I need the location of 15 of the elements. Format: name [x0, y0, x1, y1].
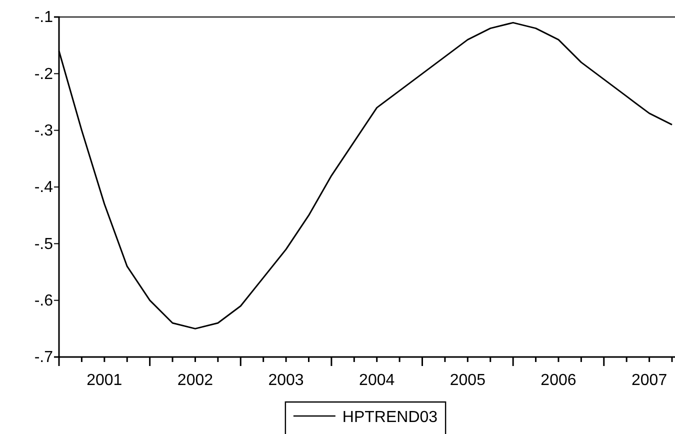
x-tick-label: 2007	[632, 372, 668, 389]
x-tick-label: 2006	[540, 372, 576, 389]
y-tick-label: -.1	[34, 9, 54, 26]
x-tick-label: 2002	[177, 372, 214, 389]
y-tick-label: -.3	[34, 122, 54, 140]
y-tick-label: -.2	[34, 66, 54, 83]
x-tick-label: 2005	[450, 372, 486, 389]
y-tick-label: -.7	[34, 349, 54, 366]
y-tick-label: -.4	[34, 179, 54, 196]
y-tick-label: -.6	[34, 292, 54, 310]
x-tick-label: 2003	[268, 372, 304, 389]
legend-label: HPTREND03	[342, 409, 438, 426]
x-tick-label: 2001	[86, 372, 122, 389]
y-tick-label: -.5	[34, 236, 54, 253]
x-tick-label: 2004	[359, 372, 395, 389]
